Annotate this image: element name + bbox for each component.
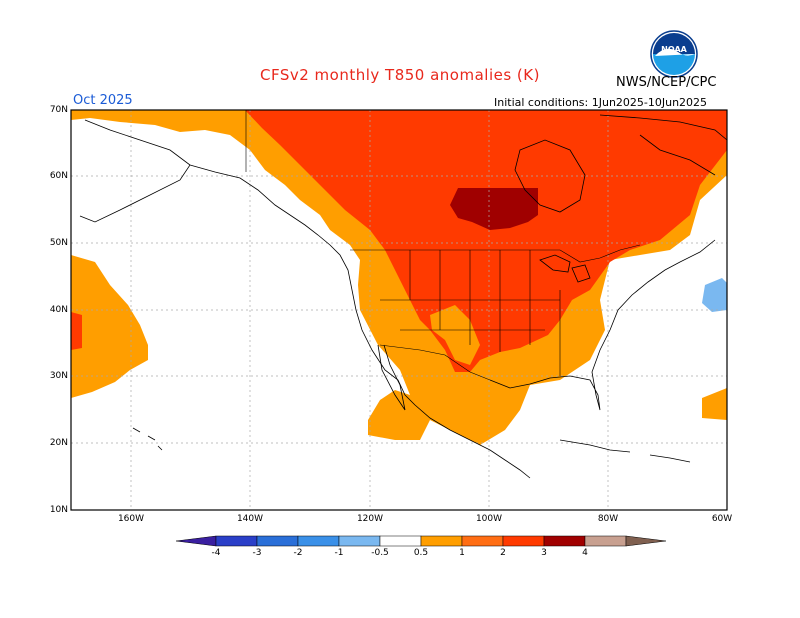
logo-text: NOAA [661,45,687,54]
colorbar-swatch [256,535,299,547]
map-title: CFSv2 monthly T850 anomalies (K) [260,66,540,84]
lon-label: 60W [711,514,733,524]
lat-label: 60N [49,171,68,181]
colorbar-tick: -1 [334,548,344,558]
colorbar-swatch [338,535,381,547]
colorbar-swatch [379,535,422,547]
colorbar-arrow-low [175,535,217,547]
lat-label: 70N [49,105,68,115]
anomaly-region-negative [702,278,727,312]
initial-conditions: Initial conditions: 1Jun2025-10Jun2025 [494,96,708,109]
lon-label: 120W [356,514,384,524]
map-frame [70,109,728,511]
colorbar-swatch [461,535,504,547]
colorbar-tick: -0.5 [371,548,389,558]
lon-label: 140W [236,514,264,524]
anomaly-region-pacific [71,255,148,398]
colorbar-tick: 0.5 [413,548,429,558]
colorbar-swatch [543,535,586,547]
lon-label: 80W [597,514,619,524]
agency-label: NWS/NCEP/CPC [616,75,717,90]
anomaly-region-2 [450,188,538,230]
anomaly-region-west-us [430,305,480,365]
colorbar-swatch [502,535,545,547]
anomaly-region-pacific-strong [71,312,82,350]
coastlines [79,114,727,479]
colorbar-tick: -3 [252,548,262,558]
colorbar-arrow-high [625,535,667,547]
political-boundaries [245,110,641,381]
anomaly-region-atlantic [702,388,727,420]
colorbar-tick: -2 [293,548,303,558]
anomaly-region-1 [245,110,727,372]
colorbar-tick: 1 [459,548,465,558]
noaa-logo: NOAA [650,30,698,78]
colorbar-tick: 2 [500,548,506,558]
colorbar-tick: 3 [541,548,547,558]
colorbar-swatch [420,535,463,547]
colorbar-tick: -4 [211,548,221,558]
colorbar-tick: 4 [582,548,588,558]
lat-label: 20N [49,438,68,448]
lon-label: 100W [475,514,503,524]
lat-label: 40N [49,305,68,315]
valid-month: Oct 2025 [73,93,133,108]
colorbar-swatch [215,535,258,547]
lon-label: 160W [117,514,145,524]
lat-label: 30N [49,371,68,381]
colorbar [175,535,667,547]
lat-label: 10N [49,505,68,515]
lat-label: 50N [49,238,68,248]
colorbar-swatch [584,535,627,547]
colorbar-swatch [297,535,340,547]
